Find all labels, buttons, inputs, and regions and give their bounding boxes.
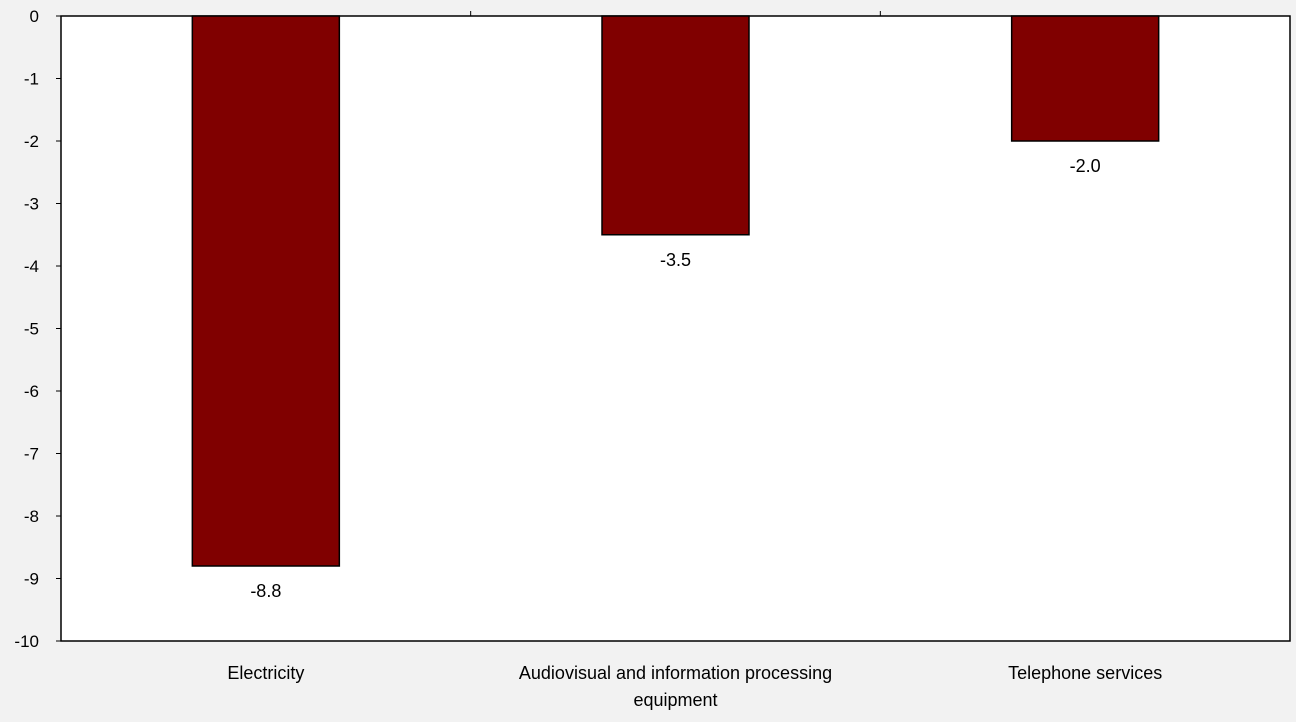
x-category-label: Audiovisual and information processing: [519, 663, 832, 683]
y-tick-label: -8: [24, 507, 39, 526]
y-tick-label: -5: [24, 320, 39, 339]
y-tick-label: -10: [14, 632, 39, 651]
data-label: -3.5: [660, 250, 691, 270]
y-tick-label: -7: [24, 445, 39, 464]
y-tick-label: -6: [24, 382, 39, 401]
y-tick-label: -1: [24, 70, 39, 89]
bars: [191, 15, 1160, 567]
bar: [191, 15, 341, 567]
y-axis-ticks: [56, 15, 61, 642]
y-tick-label: 0: [30, 7, 39, 26]
y-tick-label: -9: [24, 570, 39, 589]
y-tick-label: -3: [24, 195, 39, 214]
x-axis-ticks: [470, 11, 881, 16]
bar: [601, 15, 750, 236]
y-tick-label: -2: [24, 132, 39, 151]
data-label: -8.8: [250, 581, 281, 601]
x-category-label: Telephone services: [1008, 663, 1162, 683]
data-label: -2.0: [1070, 156, 1101, 176]
bar: [1010, 15, 1160, 142]
y-tick-label: -4: [24, 257, 39, 276]
x-category-label: Electricity: [227, 663, 304, 683]
x-category-label: equipment: [633, 690, 717, 710]
x-axis-category-labels: Electricity Audiovisual and information p…: [227, 663, 1162, 710]
y-axis-tick-labels: 0 -1 -2 -3 -4 -5 -6 -7 -8 -9 -10: [14, 7, 39, 651]
data-labels: -8.8 -3.5 -2.0: [250, 156, 1100, 601]
